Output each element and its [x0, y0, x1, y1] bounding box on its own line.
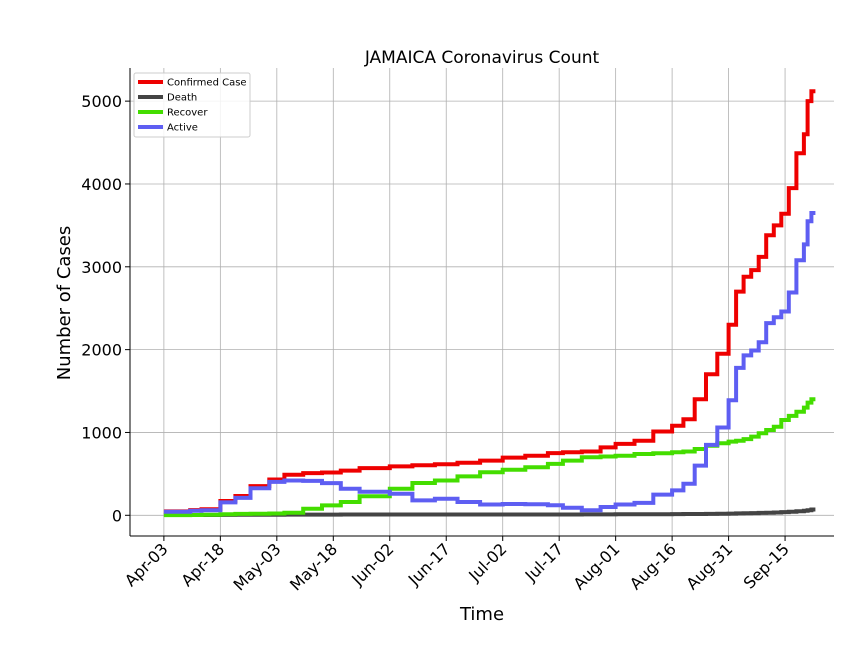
legend-label: Death — [167, 93, 197, 104]
legend-label: Confirmed Case — [167, 78, 247, 89]
series-line-3 — [163, 397, 816, 518]
x-axis-label: Time — [459, 604, 504, 625]
x-tick-label: Apr-03 — [121, 539, 172, 590]
y-tick-label: 4000 — [81, 175, 122, 194]
grid — [130, 68, 834, 536]
legend-box — [133, 72, 251, 138]
series-line-1 — [163, 89, 816, 514]
legend-label: Recover — [167, 108, 208, 119]
x-tick-label: Jul-17 — [521, 539, 567, 585]
legend-items: Confirmed Case Death Recover Active — [138, 78, 247, 134]
chart-title: JAMAICA Coronavirus Count — [364, 48, 600, 68]
x-tick-label: Apr-18 — [177, 539, 228, 590]
x-tick-label: Sep-15 — [740, 539, 793, 592]
legend: Confirmed Case Death Recover Active — [133, 72, 251, 138]
x-tick-label: May-03 — [230, 539, 285, 594]
y-tick-label: 3000 — [81, 258, 122, 277]
y-tick-label: 2000 — [81, 341, 122, 360]
y-tick-label: 0 — [112, 506, 122, 525]
y-axis-label: Number of Cases — [54, 226, 75, 381]
x-tick-label: Jul-02 — [464, 539, 510, 585]
series-line-4 — [163, 211, 816, 514]
x-tick-label: Aug-01 — [569, 539, 623, 593]
x-tick-label: May-18 — [286, 539, 341, 594]
axes — [129, 68, 834, 537]
y-tick-label: 1000 — [81, 423, 122, 442]
series-lines — [163, 89, 816, 518]
legend-label: Active — [167, 123, 198, 134]
x-tick-label: Jun-02 — [347, 539, 397, 589]
x-tick-label: Jun-17 — [404, 539, 454, 589]
x-tick-label: Aug-31 — [682, 539, 736, 593]
x-tick-label: Aug-16 — [626, 539, 680, 593]
ticks: Apr-03 Apr-18 May-03 May-18 Jun-02 Jun-17 Jul-… — [81, 92, 793, 594]
y-tick-label: 5000 — [81, 92, 122, 111]
